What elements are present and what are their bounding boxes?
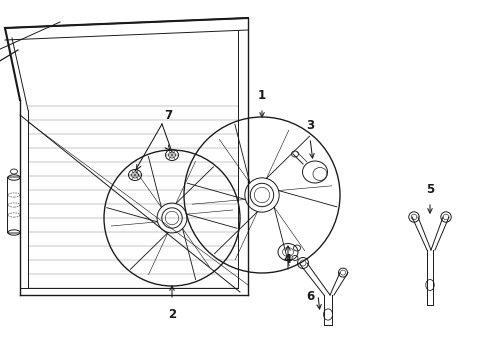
Text: 7: 7 — [164, 109, 172, 122]
Text: 5: 5 — [426, 183, 434, 196]
Text: 1: 1 — [258, 89, 266, 102]
Text: 4: 4 — [284, 253, 292, 266]
Text: 2: 2 — [168, 308, 176, 321]
Text: 3: 3 — [306, 119, 314, 132]
Text: 6: 6 — [306, 290, 314, 303]
Ellipse shape — [323, 309, 333, 320]
Ellipse shape — [426, 279, 434, 291]
